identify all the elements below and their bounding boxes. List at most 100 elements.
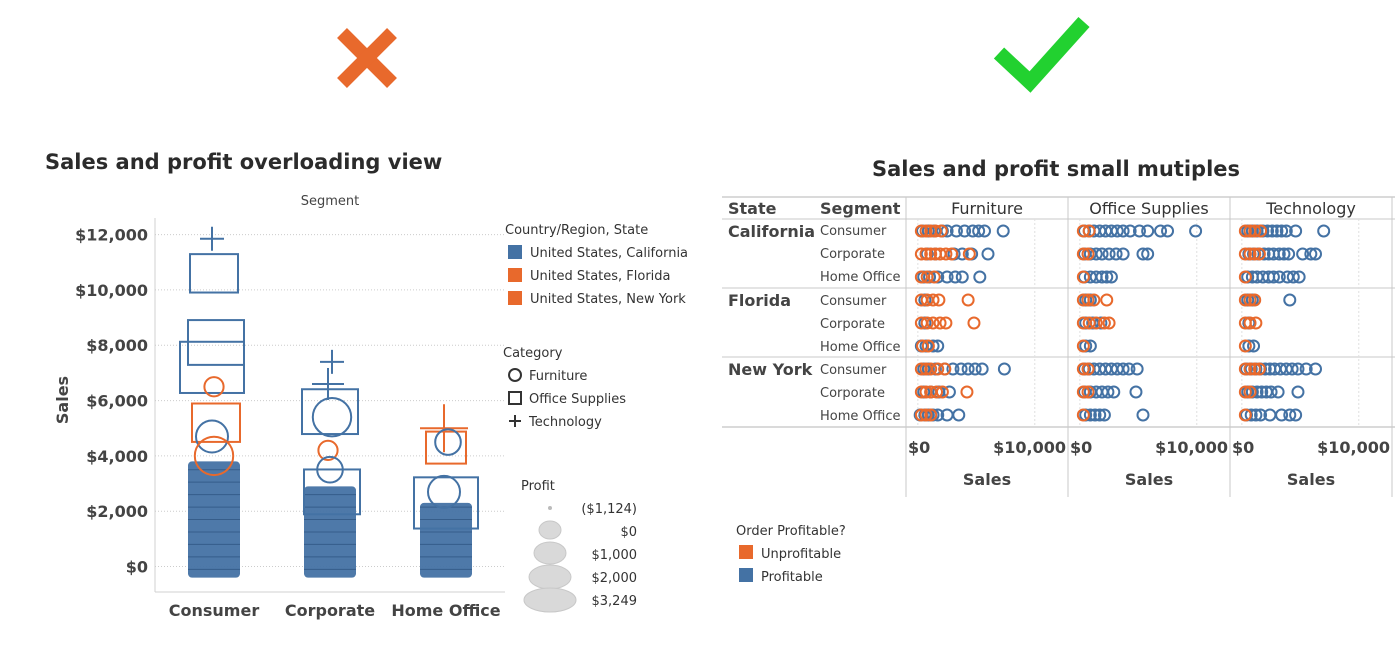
profitable-order-mark — [968, 362, 982, 376]
office-supplies-mark — [413, 476, 479, 530]
legend-swatch — [508, 245, 522, 259]
unprofitable-order-mark — [1087, 293, 1101, 307]
profitable-order-mark — [1101, 385, 1115, 399]
profitable-order-mark — [1275, 408, 1289, 422]
profitable-order-mark — [952, 408, 966, 422]
legend-item: ($1,124) — [581, 502, 637, 517]
segment-label: Corporate — [820, 317, 885, 332]
technology-mark — [320, 349, 344, 374]
unprofitable-order-mark — [1076, 270, 1090, 284]
profitable-order-mark — [1272, 247, 1286, 261]
profitable-order-mark — [972, 224, 986, 238]
right-legend: Order Profitable? Unprofitable Profitabl… — [736, 524, 846, 585]
unprofitable-order-mark — [926, 316, 940, 330]
unprofitable-order-mark — [928, 224, 942, 238]
office-supplies-mark — [425, 430, 467, 465]
profitable-order-mark — [1282, 247, 1296, 261]
unprofitable-order-mark — [1081, 385, 1095, 399]
profitable-order-mark — [1291, 362, 1305, 376]
x-category-label: Home Office — [391, 601, 500, 620]
unprofitable-order-mark — [1243, 385, 1257, 399]
furniture-mark — [434, 428, 462, 456]
profitable-order-mark — [975, 362, 989, 376]
legend-item: Profitable — [761, 570, 823, 585]
office-supplies-mark — [179, 340, 245, 394]
unprofitable-order-mark — [919, 408, 933, 422]
profitable-order-mark — [1270, 224, 1284, 238]
y-tick-label: $6,000 — [86, 392, 148, 411]
unprofitable-order-mark — [1252, 247, 1266, 261]
state-label: Florida — [728, 291, 791, 310]
profitable-order-mark — [1257, 247, 1271, 261]
y-tick-label: $4,000 — [86, 447, 148, 466]
segment-label: Corporate — [820, 386, 885, 401]
unprofitable-order-mark — [1097, 316, 1111, 330]
unprofitable-order-mark — [919, 224, 933, 238]
legend-swatch — [508, 268, 522, 282]
unprofitable-order-mark — [1081, 247, 1095, 261]
profitable-order-mark — [973, 270, 987, 284]
profitable-order-mark — [1264, 385, 1278, 399]
unprofitable-order-mark — [914, 385, 928, 399]
row-header-segment: Segment — [820, 199, 901, 218]
left-y-ticks: $0 $2,000 $4,000 $6,000 $8,000 $10,000 $… — [75, 226, 148, 577]
legend-swatch — [739, 568, 753, 582]
left-chart-title: Sales and profit overloading view — [45, 150, 442, 174]
profitable-order-mark — [1110, 224, 1124, 238]
technology-mark — [200, 226, 224, 251]
profitable-order-mark — [1083, 408, 1097, 422]
segment-label: Consumer — [820, 363, 887, 378]
unprofitable-order-mark — [916, 339, 930, 353]
unprofitable-order-mark — [960, 385, 974, 399]
segment-label: Home Office — [820, 409, 900, 424]
segment-label: Consumer — [820, 224, 887, 239]
unprofitable-order-mark — [1238, 247, 1252, 261]
legend-title: Profit — [521, 479, 555, 494]
x-category-label: Consumer — [169, 601, 260, 620]
column-header: Furniture — [951, 199, 1023, 218]
unprofitable-order-mark — [914, 247, 928, 261]
profitable-order-mark — [1279, 224, 1293, 238]
unprofitable-order-mark — [1249, 316, 1263, 330]
profitable-order-mark — [1129, 385, 1143, 399]
x-tick-label: $0 — [908, 438, 930, 457]
unprofitable-order-mark — [1089, 316, 1103, 330]
unprofitable-order-mark — [934, 224, 948, 238]
unprofitable-order-mark — [1082, 224, 1096, 238]
legend-swatch — [508, 291, 522, 305]
profitable-order-mark — [1141, 247, 1155, 261]
unprofitable-order-mark — [1100, 293, 1114, 307]
unprofitable-order-mark — [939, 316, 953, 330]
y-tick-label: $8,000 — [86, 336, 148, 355]
profitable-order-mark — [1309, 362, 1323, 376]
technology-mark — [420, 404, 468, 453]
profitable-order-mark — [1266, 270, 1280, 284]
x-tick-label: $10,000 — [1317, 438, 1390, 457]
x-tick-label: $10,000 — [1155, 438, 1228, 457]
unprofitable-order-mark — [1238, 408, 1252, 422]
column-header: Office Supplies — [1089, 199, 1208, 218]
overloading-view-chart: Sales and profit overloading view Segmen… — [45, 150, 688, 620]
profitable-order-mark — [1141, 224, 1155, 238]
profitable-order-mark — [1109, 247, 1123, 261]
technology-mark — [312, 367, 344, 400]
plus-shape-icon — [509, 415, 521, 427]
y-tick-label: $0 — [126, 558, 148, 577]
profitable-order-mark — [1089, 247, 1103, 261]
furniture-mark — [317, 439, 339, 461]
profitable-order-mark — [1299, 362, 1313, 376]
unprofitable-order-mark — [962, 247, 976, 261]
profitable-order-mark — [955, 270, 969, 284]
row-header-state: State — [728, 199, 777, 218]
profitable-order-mark — [940, 270, 954, 284]
unprofitable-order-mark — [961, 293, 975, 307]
unprofitable-order-mark — [1248, 224, 1262, 238]
profitable-order-mark — [1122, 362, 1136, 376]
profitable-order-mark — [1292, 270, 1306, 284]
profitable-order-mark — [1130, 362, 1144, 376]
profitable-order-mark — [1095, 270, 1109, 284]
unprofitable-order-mark — [931, 362, 945, 376]
profitable-order-mark — [1291, 385, 1305, 399]
dense-mark-band — [420, 502, 472, 578]
profitable-order-mark — [1100, 270, 1114, 284]
